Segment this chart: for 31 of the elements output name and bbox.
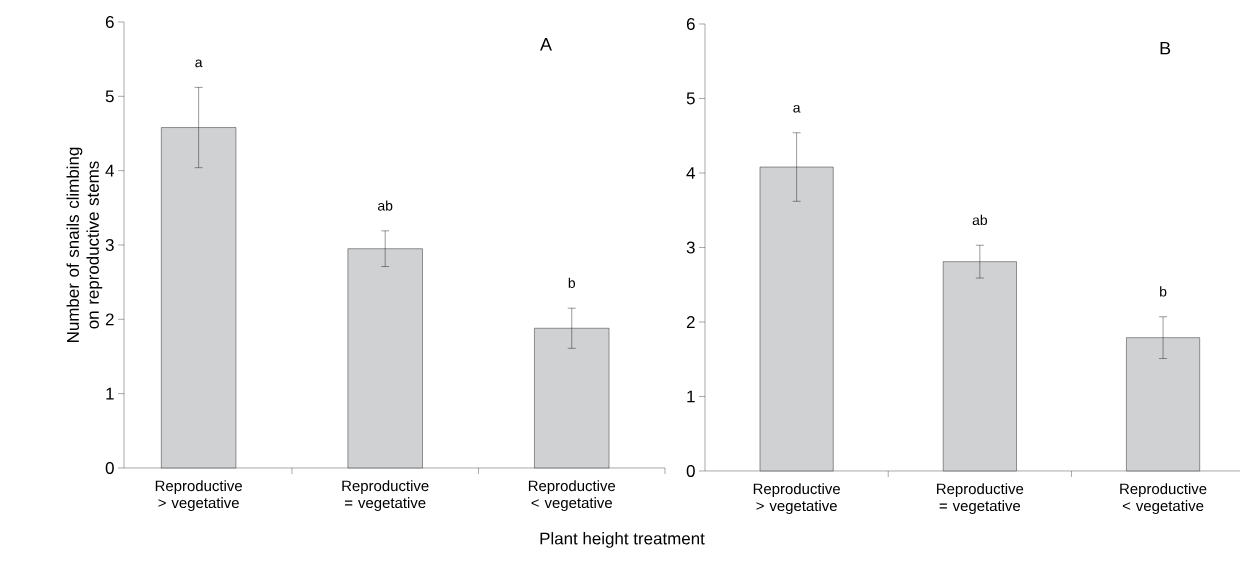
y-tick-label: 3 — [686, 241, 695, 254]
y-tick-label: 4 — [105, 164, 114, 177]
x-tick-label: Reproductive < vegetative — [1120, 483, 1207, 515]
annotation: b — [568, 277, 576, 288]
x-tick-label: Reproductive = vegetative — [342, 480, 429, 512]
x-axis-title: Plant height treatment — [540, 532, 705, 548]
y-tick-label: 4 — [686, 167, 695, 179]
annotation: a — [793, 104, 801, 113]
y-tick-label: 0 — [686, 464, 695, 477]
y-tick-label: 6 — [105, 15, 114, 28]
x-tick-label: Reproductive > vegetative — [753, 483, 840, 515]
y-tick-label: 1 — [106, 387, 114, 400]
annotation: b — [1160, 286, 1167, 297]
y-tick-label: 6 — [686, 17, 695, 30]
bar — [534, 328, 610, 469]
y-tick-label: 1 — [687, 390, 695, 403]
y-tick-label: 0 — [105, 461, 114, 474]
y-tick-label: 5 — [686, 92, 695, 105]
x-tick-label: Reproductive = vegetative — [937, 483, 1024, 515]
annotation: a — [195, 59, 203, 68]
text: A — [540, 38, 552, 51]
x-tick-label: Reproductive > vegetative — [155, 480, 242, 512]
annotation: ab — [378, 200, 393, 211]
y-tick-label: 2 — [105, 313, 114, 326]
annotation: ab — [972, 214, 988, 226]
x-tick-label: Reproductive < vegetative — [528, 480, 616, 512]
y-tick-label: 3 — [105, 238, 114, 251]
y-tick-label: 5 — [105, 90, 114, 103]
text: B — [1160, 41, 1171, 55]
y-axis-title: Number of snails climbing on reproductive stems — [66, 147, 103, 342]
y-tick-label: 2 — [686, 316, 695, 328]
